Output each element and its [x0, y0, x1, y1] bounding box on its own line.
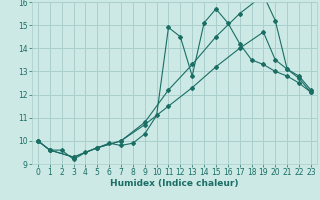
X-axis label: Humidex (Indice chaleur): Humidex (Indice chaleur)	[110, 179, 239, 188]
